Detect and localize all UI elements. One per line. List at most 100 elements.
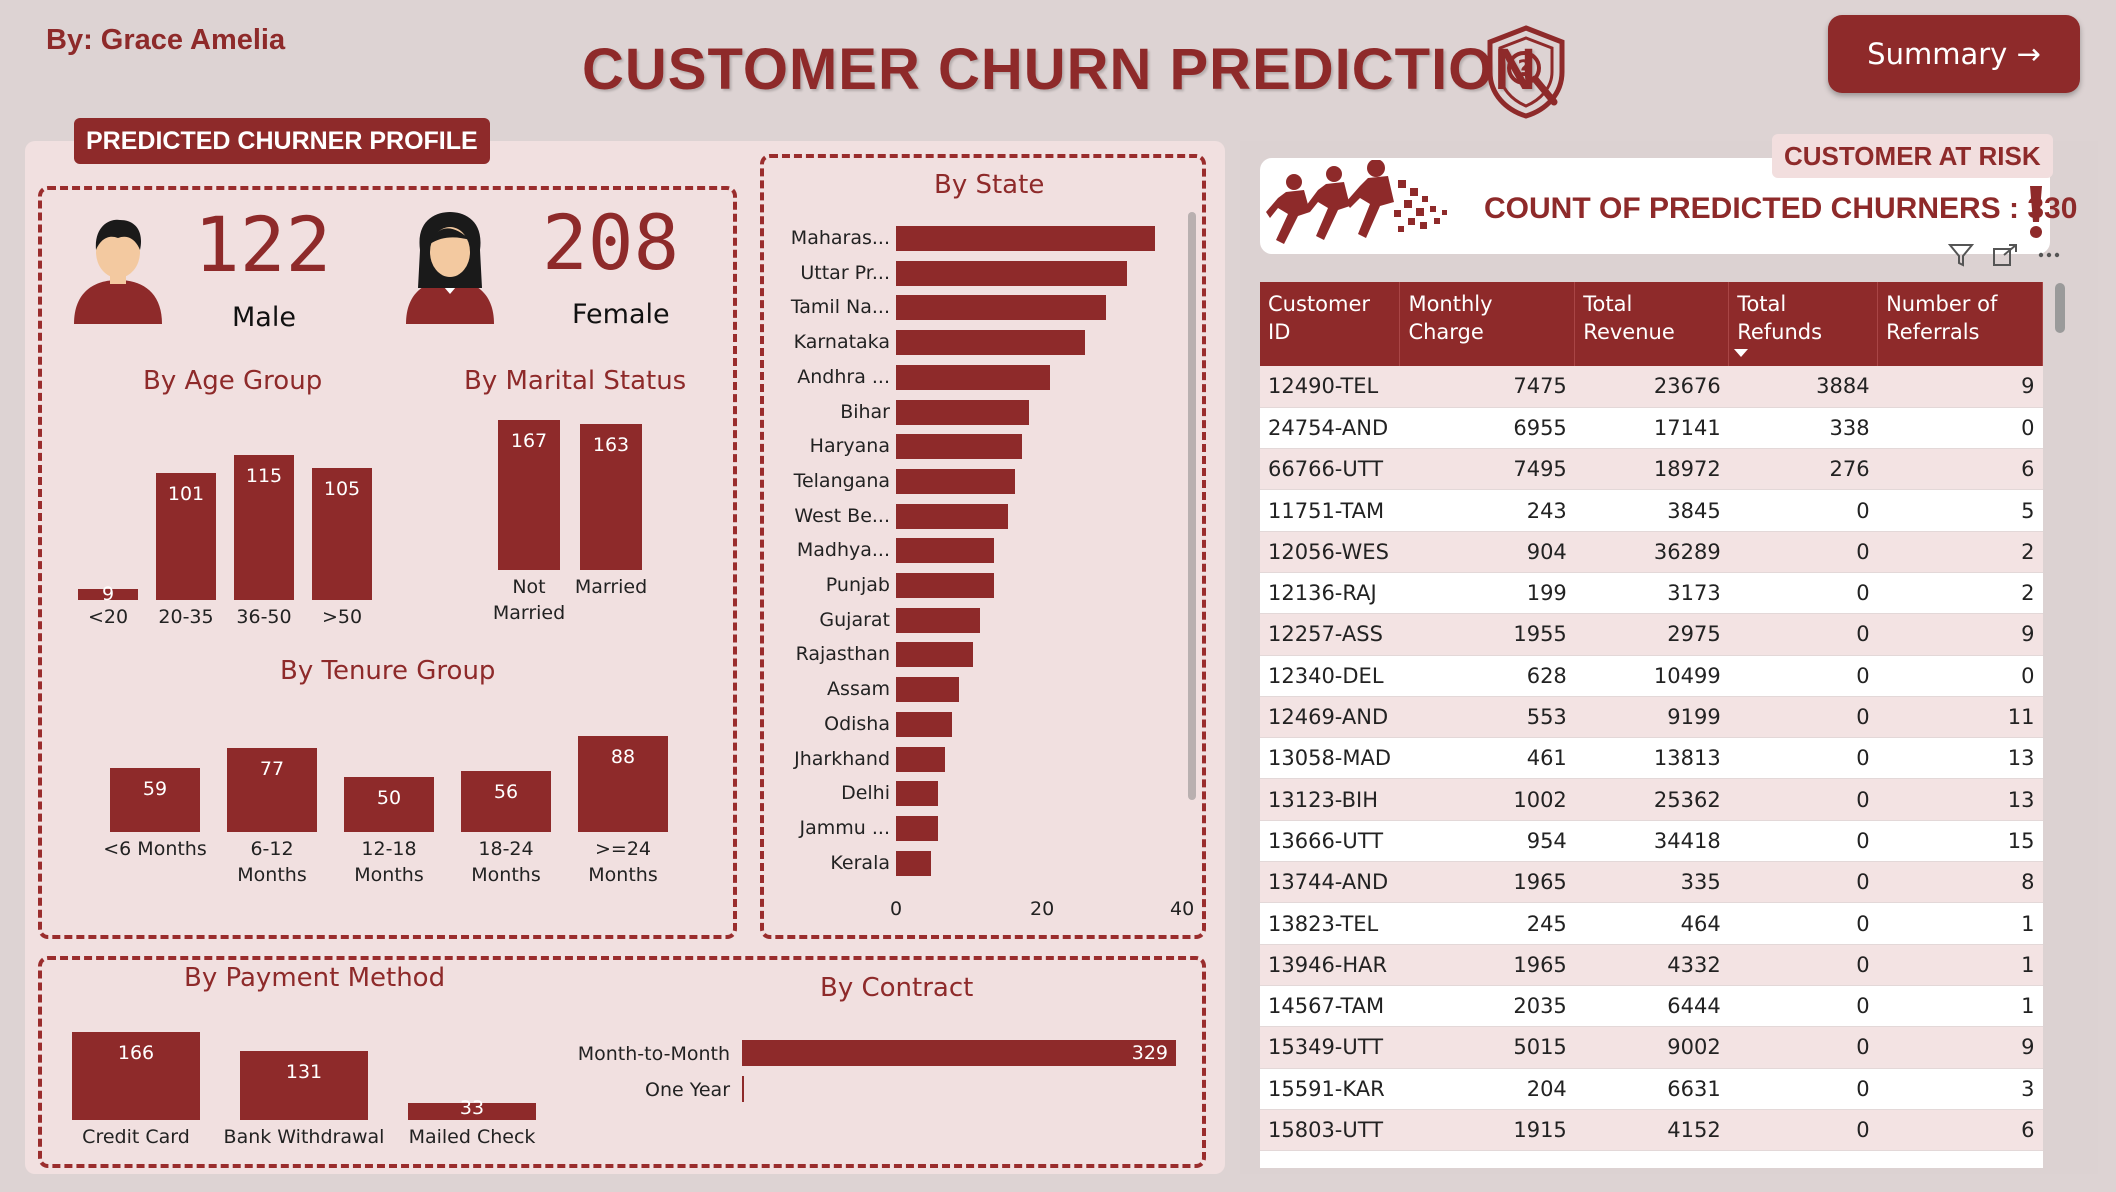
table-row[interactable]: 12257-ASS 1955 2975 0 9 <box>1260 613 2043 656</box>
table-row[interactable]: 14567-TAM 2035 6444 0 1 <box>1260 985 2043 1028</box>
filter-icon[interactable] <box>1946 240 1976 270</box>
category-label: Uttar Pr... <box>800 261 890 284</box>
table-cell: 0 <box>1728 655 1878 697</box>
bar <box>580 423 642 570</box>
bar <box>896 434 1022 460</box>
data-label: 163 <box>592 433 630 456</box>
table-cell: 335 <box>1574 861 1729 904</box>
state-box <box>760 154 1206 939</box>
table-cell: 23676 <box>1574 366 1729 408</box>
table-row[interactable]: 11751-TAM 243 3845 0 5 <box>1260 489 2043 532</box>
category-label: Gujarat <box>819 608 890 631</box>
table-cell: 66766-UTT <box>1260 448 1400 491</box>
table-row[interactable]: 15591-KAR 204 6631 0 3 <box>1260 1068 2043 1110</box>
bar <box>896 226 1155 251</box>
table-scrollbar[interactable] <box>2055 283 2065 333</box>
table-row[interactable]: 12340-DEL 628 10499 0 0 <box>1260 655 2043 697</box>
category-label: Karnataka <box>793 331 890 354</box>
female-count: 208 <box>542 198 680 287</box>
table-cell: 18972 <box>1574 448 1729 491</box>
col-header-total-revenue[interactable]: Total Revenue <box>1574 282 1730 366</box>
visual-toolbar <box>1946 240 2064 270</box>
table-row[interactable]: 13058-MAD 461 13813 0 13 <box>1260 737 2043 780</box>
table-row[interactable]: 13946-HAR 1965 4332 0 1 <box>1260 944 2043 986</box>
table-cell: 25362 <box>1574 778 1729 821</box>
bar <box>312 467 372 600</box>
data-label: 131 <box>285 1060 323 1083</box>
bar <box>896 468 1015 494</box>
table-row[interactable]: 12469-AND 553 9199 0 11 <box>1260 696 2043 739</box>
table-cell: 245 <box>1399 902 1575 945</box>
focus-mode-icon[interactable] <box>1990 240 2020 270</box>
data-label: 101 <box>167 482 205 505</box>
bar <box>742 1040 1176 1066</box>
table-cell: 13 <box>1877 737 2043 780</box>
col-header-total-refunds[interactable]: Total Refunds <box>1728 282 1879 366</box>
table-cell: 461 <box>1399 737 1575 780</box>
table-cell: 6 <box>1877 448 2043 491</box>
table-cell: 3173 <box>1574 572 1729 615</box>
table-cell: 13058-MAD <box>1260 737 1400 780</box>
table-row[interactable]: 15803-UTT 1915 4152 0 6 <box>1260 1109 2043 1152</box>
table-cell: 553 <box>1399 696 1575 739</box>
table-row[interactable]: 13744-AND 1965 335 0 8 <box>1260 861 2043 904</box>
col-header-monthly-charge[interactable]: Monthly Charge <box>1399 282 1576 366</box>
bar <box>896 330 1085 356</box>
table-cell: 11751-TAM <box>1260 489 1400 532</box>
table-cell: 9199 <box>1574 696 1729 739</box>
female-avatar-icon <box>406 212 494 324</box>
category-label: >50 <box>321 606 363 628</box>
author-label: By: Grace Amelia <box>46 24 286 56</box>
state-chart-scrollbar[interactable] <box>1188 212 1196 800</box>
age-group-chart: 9 <20 101 20-35 115 36-50 105 >50 <box>60 420 390 640</box>
category-label: 18-24 Months <box>471 838 541 886</box>
table-cell: 199 <box>1399 572 1575 615</box>
bar <box>896 399 1029 425</box>
table-cell: 0 <box>1728 778 1878 821</box>
bar <box>578 736 668 832</box>
category-label: Maharas... <box>790 227 890 249</box>
table-cell: 12257-ASS <box>1260 613 1400 656</box>
table-cell: 1955 <box>1399 613 1575 656</box>
table-cell: 0 <box>1728 902 1878 945</box>
more-options-icon[interactable] <box>2034 240 2064 270</box>
category-label: Rajasthan <box>795 643 890 666</box>
category-label: Jammu ... <box>799 816 890 839</box>
table-cell: 12340-DEL <box>1260 655 1400 697</box>
table-cell: 9 <box>1877 613 2043 656</box>
bar <box>78 588 138 600</box>
table-cell: 0 <box>1728 985 1878 1028</box>
table-row[interactable]: 15349-UTT 5015 9002 0 9 <box>1260 1026 2043 1069</box>
table-cell: 13744-AND <box>1260 861 1400 904</box>
table-row[interactable]: 13823-TEL 245 464 0 1 <box>1260 902 2043 945</box>
table-row[interactable]: 13666-UTT 954 34418 0 15 <box>1260 820 2043 863</box>
female-label: Female <box>572 299 670 330</box>
table-cell: 0 <box>1728 1068 1878 1110</box>
data-label: 9 <box>101 582 115 605</box>
table-row[interactable]: 12490-TEL 7475 23676 3884 9 <box>1260 366 2043 408</box>
category-label: 12-18 Months <box>354 838 424 886</box>
table-cell: 8 <box>1877 861 2043 904</box>
table-row[interactable]: 13123-BIH 1002 25362 0 13 <box>1260 778 2043 821</box>
bar <box>408 1102 536 1120</box>
col-header-referrals[interactable]: Number of Referrals <box>1877 282 2043 366</box>
table-cell: 4152 <box>1574 1109 1729 1152</box>
category-label: 6-12 Months <box>237 838 307 886</box>
summary-button[interactable]: Summary → <box>1828 15 2080 93</box>
table-cell: 9002 <box>1574 1026 1729 1069</box>
page-title: CUSTOMER CHURN PREDICTION <box>582 37 1538 102</box>
table-row[interactable]: 12136-RAJ 199 3173 0 2 <box>1260 572 2043 615</box>
marital-chart-title: By Marital Status <box>464 366 687 396</box>
table-cell: 36289 <box>1574 531 1729 573</box>
table-row[interactable]: 66766-UTT 7495 18972 276 6 <box>1260 448 2043 491</box>
table-cell: 1965 <box>1399 861 1575 904</box>
contract-chart-title: By Contract <box>820 973 974 1003</box>
bar <box>72 1032 200 1120</box>
col-header-customer-id[interactable]: Customer ID <box>1260 282 1401 366</box>
table-row[interactable]: 24754-AND 6955 17141 338 0 <box>1260 407 2043 450</box>
table-cell: 13813 <box>1574 737 1729 780</box>
category-label: West Be... <box>794 504 890 527</box>
table-row[interactable]: 12056-WES 904 36289 0 2 <box>1260 531 2043 573</box>
bar <box>896 642 973 668</box>
table-cell: 6955 <box>1399 407 1575 450</box>
